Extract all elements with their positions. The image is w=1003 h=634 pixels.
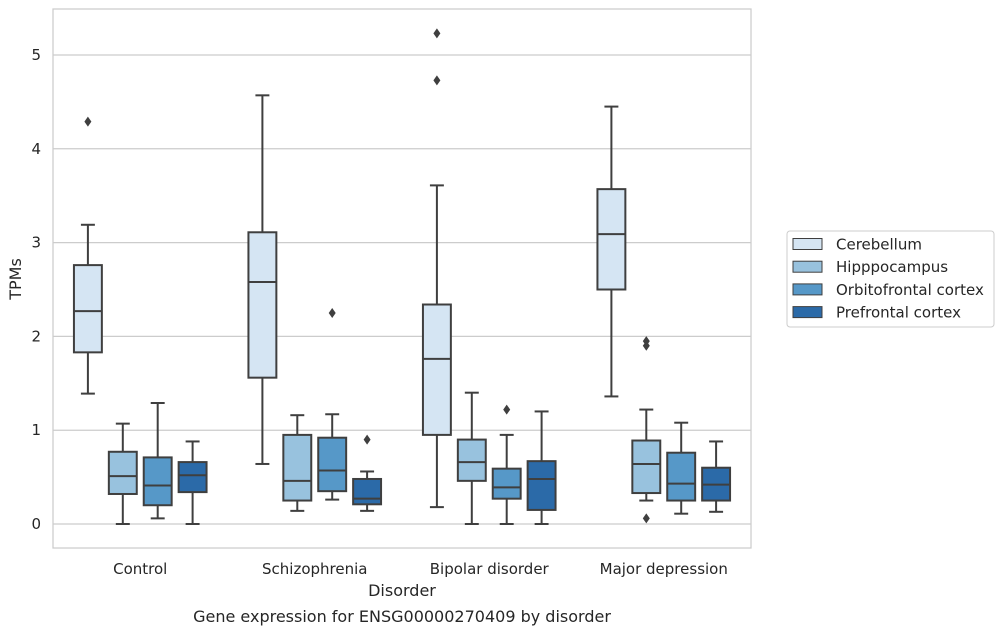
legend-frame bbox=[786, 230, 995, 328]
box-body-schizophrenia-hipppocampus bbox=[282, 433, 313, 502]
box-group-schizophrenia bbox=[247, 94, 383, 512]
legend-swatch-orbitofrontal-cortex bbox=[792, 283, 823, 296]
box-control-orbitofrontal-cortex bbox=[142, 401, 173, 520]
box-group-major-depression bbox=[596, 105, 732, 524]
box-major-depression-hipppocampus bbox=[631, 336, 662, 524]
box-body-control-prefrontal-cortex bbox=[177, 461, 208, 494]
outlier-major-depression-hipppocampus-2 bbox=[642, 336, 650, 347]
y-tick-5: 5 bbox=[31, 46, 41, 64]
x-tick-major-depression: Major depression bbox=[600, 560, 728, 578]
legend-label-orbitofrontal-cortex: Orbitofrontal cortex bbox=[836, 281, 984, 299]
box-control-hipppocampus bbox=[107, 422, 138, 525]
box-body-control-hipppocampus bbox=[107, 450, 138, 495]
box-body-control-orbitofrontal-cortex bbox=[142, 456, 173, 507]
box-body-bipolar-disorder-hipppocampus bbox=[456, 438, 487, 482]
y-tick-4: 4 bbox=[31, 140, 41, 158]
y-tick-2: 2 bbox=[31, 327, 41, 345]
legend-label-prefrontal-cortex: Prefrontal cortex bbox=[836, 304, 961, 322]
box-control-prefrontal-cortex bbox=[177, 440, 208, 525]
x-tick-labels: Control Schizophrenia Bipolar disorder Majo… bbox=[113, 560, 728, 578]
box-schizophrenia-hipppocampus bbox=[282, 414, 313, 512]
outlier-schizophrenia-orbitofrontal-cortex-0 bbox=[328, 307, 336, 318]
legend-item-hipppocampus: Hipppocampus bbox=[792, 258, 948, 276]
box-major-depression-orbitofrontal-cortex bbox=[666, 421, 697, 515]
box-control-cerebellum bbox=[72, 116, 103, 395]
box-major-depression-cerebellum bbox=[596, 105, 627, 398]
box-body-schizophrenia-orbitofrontal-cortex bbox=[317, 436, 348, 493]
box-body-schizophrenia-prefrontal-cortex bbox=[352, 477, 383, 506]
box-body-bipolar-disorder-cerebellum bbox=[421, 303, 452, 436]
box-bipolar-disorder-cerebellum bbox=[421, 28, 452, 509]
box-body-major-depression-orbitofrontal-cortex bbox=[666, 451, 697, 502]
y-tick-1: 1 bbox=[31, 421, 41, 439]
legend-swatch-hipppocampus bbox=[792, 260, 823, 273]
y-tick-3: 3 bbox=[31, 234, 41, 252]
chart-caption: Gene expression for ENSG00000270409 by d… bbox=[193, 607, 611, 626]
box-group-bipolar-disorder bbox=[421, 28, 557, 525]
outlier-control-cerebellum-0 bbox=[84, 116, 92, 127]
plot-frame bbox=[52, 8, 752, 549]
y-axis-label: TPMs bbox=[6, 258, 25, 301]
legend-swatch-prefrontal-cortex bbox=[792, 306, 823, 319]
y-tick-0: 0 bbox=[31, 515, 41, 533]
box-body-major-depression-hipppocampus bbox=[631, 439, 662, 495]
box-body-bipolar-disorder-orbitofrontal-cortex bbox=[491, 467, 522, 500]
x-tick-control: Control bbox=[113, 560, 167, 578]
y-tick-labels: 0 1 2 3 4 5 bbox=[31, 46, 41, 533]
outlier-bipolar-disorder-cerebellum-0 bbox=[433, 75, 441, 86]
legend-item-cerebellum: Cerebellum bbox=[792, 236, 922, 254]
x-axis-label: Disorder bbox=[368, 581, 436, 600]
legend: Cerebellum Hipppocampus Orbitofrontal cort… bbox=[786, 230, 995, 328]
box-schizophrenia-prefrontal-cortex bbox=[352, 434, 383, 512]
gridlines bbox=[53, 54, 751, 525]
box-body-control-cerebellum bbox=[72, 264, 103, 354]
outlier-schizophrenia-prefrontal-cortex-0 bbox=[363, 434, 371, 445]
box-bipolar-disorder-prefrontal-cortex bbox=[526, 410, 557, 525]
legend-label-cerebellum: Cerebellum bbox=[836, 236, 922, 254]
box-schizophrenia-cerebellum bbox=[247, 94, 278, 465]
box-major-depression-prefrontal-cortex bbox=[701, 440, 732, 513]
box-bipolar-disorder-orbitofrontal-cortex bbox=[491, 404, 522, 525]
box-group-control bbox=[72, 116, 208, 525]
box-body-major-depression-cerebellum bbox=[596, 188, 627, 291]
outlier-bipolar-disorder-orbitofrontal-cortex-0 bbox=[503, 404, 511, 415]
box-schizophrenia-orbitofrontal-cortex bbox=[317, 307, 348, 501]
x-tick-bipolar-disorder: Bipolar disorder bbox=[430, 560, 550, 578]
outlier-bipolar-disorder-cerebellum-1 bbox=[433, 28, 441, 39]
legend-label-hipppocampus: Hipppocampus bbox=[836, 258, 948, 276]
legend-swatch-cerebellum bbox=[792, 238, 823, 250]
legend-item-orbitofrontal-cortex: Orbitofrontal cortex bbox=[792, 281, 984, 299]
x-tick-schizophrenia: Schizophrenia bbox=[262, 560, 367, 578]
legend-item-prefrontal-cortex: Prefrontal cortex bbox=[792, 304, 961, 322]
outlier-major-depression-hipppocampus-0 bbox=[642, 513, 650, 524]
box-bipolar-disorder-hipppocampus bbox=[456, 391, 487, 525]
box-body-schizophrenia-cerebellum bbox=[247, 231, 278, 379]
box-groups bbox=[72, 28, 732, 525]
box-body-bipolar-disorder-prefrontal-cortex bbox=[526, 460, 557, 511]
